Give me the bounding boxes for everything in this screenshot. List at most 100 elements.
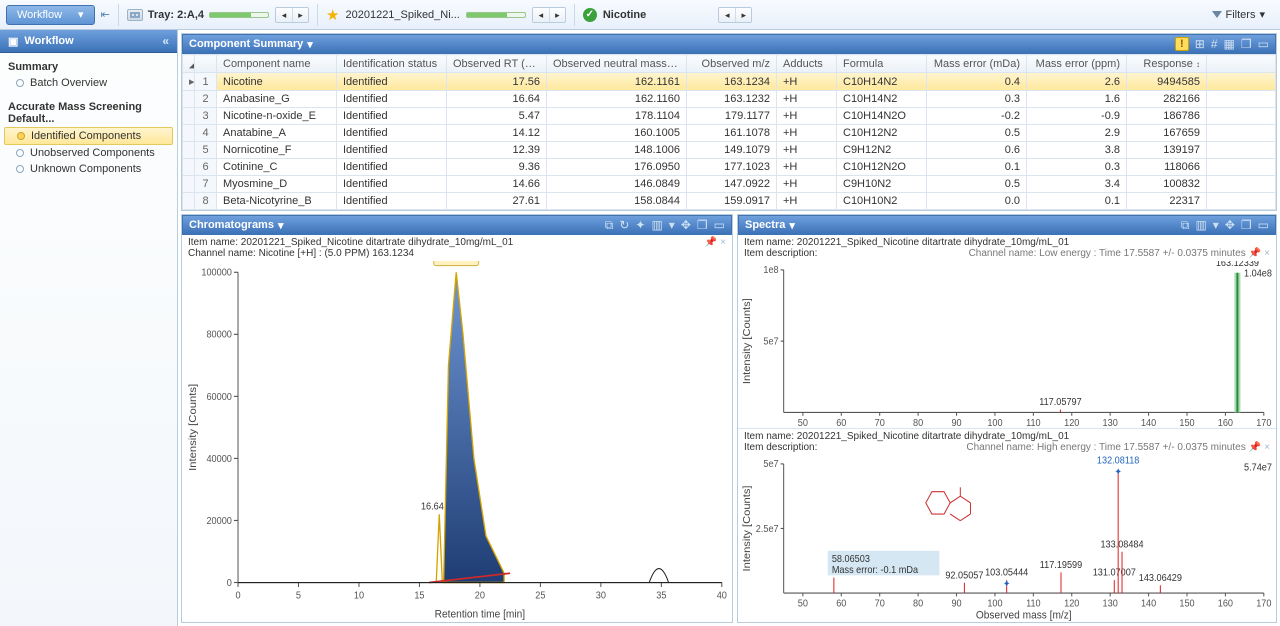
maximize-icon[interactable]: ▭ (714, 218, 725, 232)
close-icon[interactable]: × (720, 237, 726, 248)
col-emda[interactable]: Mass error (mDa) (927, 55, 1027, 73)
maximize-icon[interactable]: ▭ (1258, 218, 1269, 232)
cell-nmass: 162.1160 (547, 91, 687, 108)
sidebar-item-label: Unknown Components (30, 163, 141, 175)
panel-title: Chromatograms (189, 219, 274, 231)
svg-text:Mass error: -0.1 mDa: Mass error: -0.1 mDa (832, 565, 919, 576)
svg-text:103.05444: 103.05444 (985, 567, 1029, 578)
compound-prev-button[interactable]: ◂ (719, 8, 735, 23)
cell-formula: C10H12N2O (837, 159, 927, 176)
zoom-icon[interactable]: ▾ (1213, 218, 1219, 232)
spectrum-low-plot[interactable]: 5e71e85060708090100110120130140150160170… (738, 261, 1276, 428)
col-formula[interactable]: Formula (837, 55, 927, 73)
tray-prev-button[interactable]: ◂ (276, 8, 292, 23)
close-icon[interactable]: × (1264, 442, 1270, 453)
cell-adducts: +H (777, 193, 837, 210)
pin-icon[interactable]: 📌 (705, 237, 717, 248)
table-row[interactable]: 6 Cotinine_C Identified 9.36 176.0950 17… (183, 159, 1276, 176)
col-name[interactable]: Component name (217, 55, 337, 73)
pin-icon[interactable]: 📌 (1249, 442, 1261, 453)
close-icon[interactable]: × (1264, 248, 1270, 259)
tray-block: Tray: 2:A,4 (127, 9, 269, 21)
svg-text:40000: 40000 (206, 453, 231, 465)
copy-icon[interactable]: ⧉ (605, 218, 614, 233)
chevron-down-icon: ▾ (78, 8, 84, 21)
cell-resp: 118066 (1127, 159, 1207, 176)
pin-icon[interactable]: 📌 (1249, 248, 1261, 259)
table-row[interactable]: 3 Nicotine-n-oxide_E Identified 5.47 178… (183, 108, 1276, 125)
warn-icon[interactable]: ! (1175, 37, 1189, 51)
compound-next-button[interactable]: ▸ (735, 8, 751, 23)
hash-icon[interactable]: # (1211, 37, 1218, 51)
filters-button[interactable]: Filters ▾ (1203, 5, 1274, 24)
chevron-down-icon[interactable]: ▾ (789, 219, 795, 232)
col-nmass[interactable]: Observed neutral mass (Da) (547, 55, 687, 73)
chart-icon[interactable]: ▥ (1195, 218, 1206, 232)
col-resp[interactable]: Response ↕ (1127, 55, 1207, 73)
sidebar-item-unknown[interactable]: Unknown Components (4, 161, 173, 177)
compound-label: Nicotine (603, 9, 646, 21)
svg-text:163.12339: 163.12339 (1216, 261, 1259, 269)
grid-icon[interactable]: ▦ (1224, 37, 1235, 51)
move-icon[interactable]: ✥ (1225, 218, 1235, 232)
component-summary-header: Component Summary ▾ ! ⊞ # ▦ ❐ ▭ (182, 34, 1276, 54)
cell-eppm: 3.4 (1027, 176, 1127, 193)
chromatograms-panel: Chromatograms ▾ ⧉ ↻ ✦ ▥ ▾ ✥ ❐ ▭ Item nam… (181, 214, 733, 623)
cell-nmass: 160.1005 (547, 125, 687, 142)
chromatogram-plot[interactable]: 0200004000060000800001000000510152025303… (182, 261, 732, 622)
svg-text:60: 60 (836, 598, 846, 609)
col-status[interactable]: Identification status (337, 55, 447, 73)
cell-resp: 22317 (1127, 193, 1207, 210)
workflow-dropdown[interactable]: Workflow ▾ (6, 5, 95, 25)
cell-name: Cotinine_C (217, 159, 337, 176)
table-row[interactable]: 5 Nornicotine_F Identified 12.39 148.100… (183, 142, 1276, 159)
cell-resp: 139197 (1127, 142, 1207, 159)
copy-icon[interactable]: ⧉ (1181, 218, 1190, 233)
restore-icon[interactable]: ❐ (697, 218, 708, 232)
table-row[interactable]: 4 Anatabine_A Identified 14.12 160.1005 … (183, 125, 1276, 142)
restore-icon[interactable]: ❐ (1241, 218, 1252, 232)
zoom-icon[interactable]: ▾ (669, 218, 675, 232)
col-adducts[interactable]: Adducts (777, 55, 837, 73)
sidebar-item-unobserved[interactable]: Unobserved Components (4, 145, 173, 161)
col-eppm[interactable]: Mass error (ppm) (1027, 55, 1127, 73)
table-row[interactable]: ▸ 1 Nicotine Identified 17.56 162.1161 1… (183, 73, 1276, 91)
circle-icon (16, 79, 24, 87)
gear-icon[interactable]: ✦ (635, 218, 645, 232)
tray-next-button[interactable]: ▸ (292, 8, 308, 23)
svg-text:70: 70 (875, 417, 885, 428)
col-mz[interactable]: Observed m/z (687, 55, 777, 73)
svg-text:Intensity [Counts]: Intensity [Counts] (742, 485, 753, 571)
file-prev-button[interactable]: ◂ (533, 8, 549, 23)
svg-text:150: 150 (1179, 598, 1194, 609)
table-row[interactable]: 7 Myosmine_D Identified 14.66 146.0849 1… (183, 176, 1276, 193)
spectrum-high-plot[interactable]: 2.5e75e750607080901001101201301401501601… (738, 455, 1276, 622)
chevron-down-icon[interactable]: ▾ (278, 219, 284, 232)
tree-icon[interactable]: ⊞ (1195, 37, 1205, 51)
refresh-icon[interactable]: ↻ (619, 218, 629, 232)
sidebar-item-batch-overview[interactable]: Batch Overview (4, 75, 173, 91)
move-icon[interactable]: ✥ (681, 218, 691, 232)
svg-text:100: 100 (987, 417, 1002, 428)
col-caret[interactable]: ◢ (183, 55, 195, 73)
table-row[interactable]: 8 Beta-Nicotyrine_B Identified 27.61 158… (183, 193, 1276, 210)
file-next-button[interactable]: ▸ (549, 8, 565, 23)
restore-icon[interactable]: ❐ (1241, 37, 1252, 51)
chart-icon[interactable]: ▥ (651, 218, 662, 232)
maximize-icon[interactable]: ▭ (1258, 37, 1269, 51)
pushpin-icon[interactable]: ⇤ (101, 8, 110, 21)
cell-resp: 186786 (1127, 108, 1207, 125)
chevron-down-icon[interactable]: ▾ (307, 38, 313, 51)
svg-text:16.64: 16.64 (421, 501, 444, 513)
cell-idx: 5 (195, 142, 217, 159)
svg-text:5.74e7: 5.74e7 (1244, 462, 1272, 473)
sidebar-group-screening: Accurate Mass Screening Default... (4, 99, 173, 127)
col-idx[interactable] (195, 55, 217, 73)
svg-text:10: 10 (354, 590, 364, 602)
cell-emda: 0.5 (927, 176, 1027, 193)
table-row[interactable]: 2 Anabasine_G Identified 16.64 162.1160 … (183, 91, 1276, 108)
col-rt[interactable]: Observed RT (min) (447, 55, 547, 73)
sidebar-item-identified[interactable]: Identified Components (4, 127, 173, 145)
cell-mz: 179.1177 (687, 108, 777, 125)
collapse-icon[interactable]: « (162, 34, 169, 48)
